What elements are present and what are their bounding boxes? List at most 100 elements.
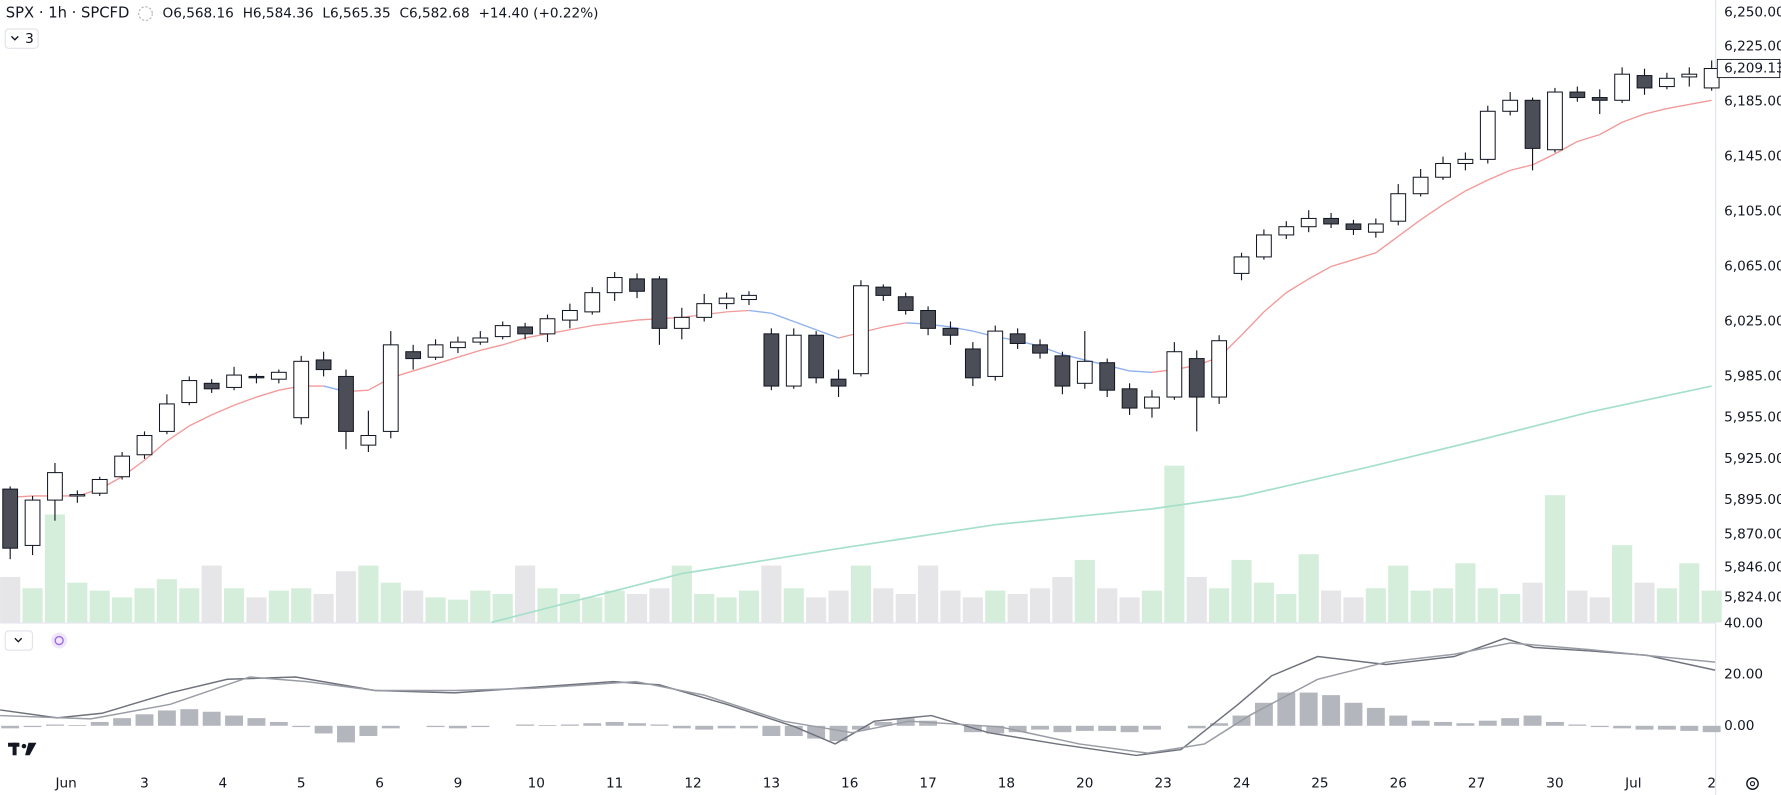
candle-body: [1256, 234, 1272, 258]
candle-body: [158, 403, 175, 432]
refresh-icon[interactable]: [51, 632, 68, 649]
y-tick-label: 20.00: [1724, 667, 1763, 683]
ma20-segment: [457, 349, 481, 358]
last-price-label: 6,209.13: [1724, 61, 1781, 77]
axes: 6,250.00 6,225.00 6,185.00 6,145.00 6,105.00…: [55, 4, 1781, 791]
histogram-bar: [68, 725, 87, 726]
change-value: +14.40 (+0.22%): [478, 6, 598, 22]
x-tick-label: 27: [1468, 776, 1485, 792]
histogram-bar: [784, 725, 803, 737]
y-tick-label: 40.00: [1724, 616, 1763, 632]
candle-body: [1569, 91, 1586, 99]
histogram-bar: [762, 725, 781, 737]
volume-bar: [694, 593, 715, 623]
histogram-bar: [1411, 720, 1430, 726]
indicators-toggle[interactable]: 3: [4, 28, 39, 49]
ma20-segment: [726, 309, 750, 313]
histogram-bar: [1702, 725, 1721, 733]
y-tick-label: 6,105.00: [1724, 204, 1781, 220]
tradingview-logo[interactable]: [8, 742, 37, 756]
volume-bar: [1388, 565, 1409, 623]
ma20-segment: [950, 326, 973, 332]
candle-body: [741, 294, 757, 301]
volume-bar: [380, 582, 401, 623]
candle-body: [360, 435, 377, 446]
ma20-segment: [1621, 113, 1645, 123]
ma20-segment: [1644, 107, 1668, 115]
candle-body: [1032, 344, 1048, 354]
ma20-segment: [1689, 99, 1712, 106]
ma20-segment: [1666, 103, 1690, 110]
candle-body: [718, 297, 735, 305]
candle-body: [69, 494, 86, 497]
histogram-bar: [874, 721, 893, 726]
ma20-segment: [771, 312, 794, 323]
y-tick-label: 0.00: [1724, 718, 1754, 734]
ma20-segment: [592, 322, 615, 327]
volume-bar: [626, 593, 648, 623]
histogram-bar: [1568, 724, 1587, 726]
histogram-bar: [359, 725, 378, 737]
candle-body: [1300, 217, 1317, 228]
candle-body: [606, 277, 623, 294]
histogram-bar: [919, 720, 938, 726]
y-tick-label: 6,065.00: [1724, 259, 1781, 275]
x-tick-label: 20: [1076, 776, 1093, 792]
volume-bar: [604, 590, 625, 623]
candle-body: [1658, 77, 1675, 88]
volume-bar: [716, 597, 737, 623]
volume-bar: [1500, 593, 1521, 623]
candle-body: [1278, 226, 1295, 236]
symbol-title[interactable]: SPX · 1h · SPCFD: [6, 5, 130, 22]
candle-body: [382, 344, 399, 432]
candle-body: [763, 333, 780, 387]
y-tick-label: 6,185.00: [1724, 94, 1781, 110]
pane-collapse[interactable]: [4, 630, 34, 651]
volume-bar: [738, 590, 760, 623]
volume-bar: [559, 593, 580, 623]
ma20-segment: [1308, 265, 1332, 280]
candle-body: [808, 334, 825, 379]
y-tick-label: 6,145.00: [1724, 149, 1781, 165]
volume-bar: [873, 588, 894, 623]
x-tick-label: 2: [1707, 776, 1716, 792]
volume-bar: [492, 593, 513, 623]
volume-bar: [1544, 495, 1566, 623]
candle-body: [1636, 75, 1653, 89]
histogram-bar: [113, 718, 132, 726]
y-tick-label: 6,025.00: [1724, 313, 1781, 329]
volume-bar: [1455, 563, 1476, 623]
candle-body: [1166, 351, 1183, 398]
histogram-bar: [448, 725, 467, 729]
x-tick-label: 5: [297, 776, 306, 792]
histogram-bar: [1434, 721, 1452, 726]
volume-bar: [1343, 597, 1364, 623]
ma20-segment: [815, 329, 839, 339]
histogram-bar: [90, 721, 109, 726]
ma20-segment: [614, 319, 638, 324]
candle-body: [1233, 256, 1250, 274]
ma20-segment: [1465, 179, 1489, 192]
ma20-segment: [1330, 259, 1354, 268]
x-tick-label: 12: [684, 776, 701, 792]
candle-body: [293, 360, 310, 419]
candle-body: [1211, 340, 1228, 398]
x-tick-label: 24: [1233, 776, 1250, 792]
histogram-bar: [717, 725, 736, 729]
candle-body: [450, 341, 466, 349]
volume-bar: [246, 597, 267, 623]
candle-body: [1681, 73, 1698, 78]
y-tick-label: 6,250.00: [1724, 4, 1781, 20]
volume-bar: [1119, 597, 1140, 623]
candle-body: [1547, 91, 1563, 151]
histogram-bar: [1008, 725, 1027, 733]
ma20-segment: [569, 324, 593, 331]
histogram-bar: [180, 709, 199, 726]
x-tick-label: 26: [1390, 776, 1407, 792]
settings-icon[interactable]: [1746, 777, 1759, 791]
x-tick-label: 13: [763, 776, 780, 792]
candle-body: [1345, 223, 1362, 230]
x-tick-label: 3: [140, 776, 149, 792]
volume-bar: [850, 565, 871, 623]
